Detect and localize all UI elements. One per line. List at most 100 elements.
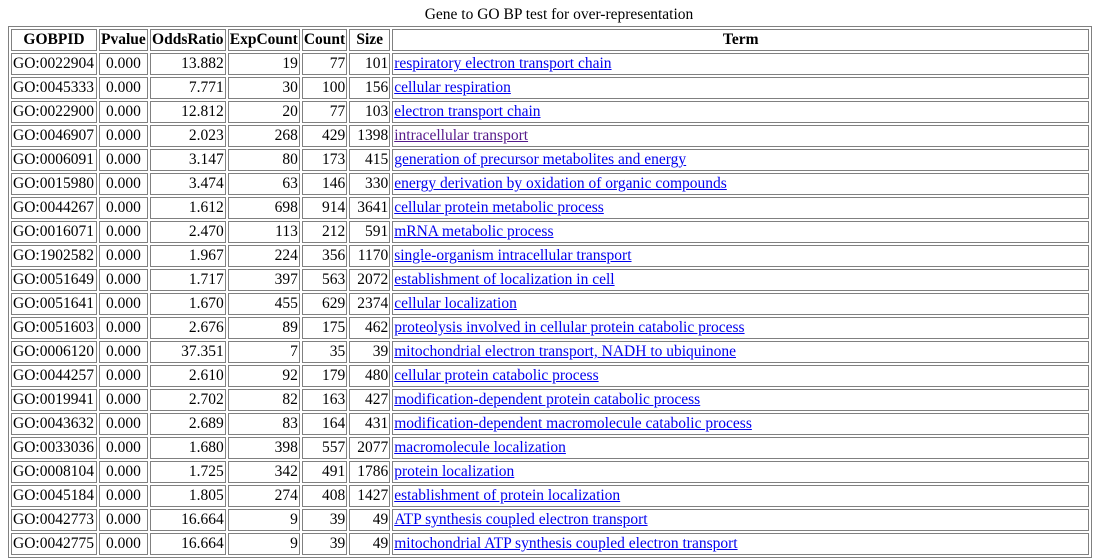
table-row: GO:1902582 0.000 1.967 224 356 1170 single-org… [11, 245, 1090, 267]
gobpid-cell: GO:0043632 [11, 413, 97, 435]
term-cell: cellular protein metabolic process [392, 197, 1090, 219]
size-cell: 101 [349, 53, 391, 75]
term-link[interactable]: electron transport chain [394, 103, 541, 120]
size-cell: 330 [349, 173, 391, 195]
expcount-cell: 455 [227, 293, 300, 315]
term-cell: ATP synthesis coupled electron transport [392, 509, 1090, 531]
term-link[interactable]: ATP synthesis coupled electron transport [394, 511, 648, 528]
count-cell: 408 [301, 485, 348, 507]
expcount-cell: 82 [227, 389, 300, 411]
term-link[interactable]: proteolysis involved in cellular protein… [394, 319, 745, 336]
count-cell: 39 [301, 533, 348, 555]
expcount-cell: 113 [227, 221, 300, 243]
term-cell: mitochondrial ATP synthesis coupled elec… [392, 533, 1090, 555]
term-link[interactable]: cellular protein catabolic process [394, 367, 599, 384]
count-cell: 35 [301, 341, 348, 363]
term-cell: single-organism intracellular transport [392, 245, 1090, 267]
size-cell: 462 [349, 317, 391, 339]
table-row: GO:0046907 0.000 2.023 268 429 1398 intracellu… [11, 125, 1090, 147]
term-link[interactable]: modification-dependent macromolecule cat… [394, 415, 752, 432]
table-row: GO:0006120 0.000 37.351 7 35 39 mitochondrial … [11, 341, 1090, 363]
term-cell: establishment of localization in cell [392, 269, 1090, 291]
table-row: GO:0042773 0.000 16.664 9 39 49 ATP synthesis … [11, 509, 1090, 531]
pvalue-cell: 0.000 [99, 485, 148, 507]
pvalue-cell: 0.000 [99, 53, 148, 75]
term-cell: mRNA metabolic process [392, 221, 1090, 243]
term-link[interactable]: respiratory electron transport chain [394, 55, 612, 72]
gobpid-cell: GO:0006120 [11, 341, 97, 363]
gobpid-cell: GO:0033036 [11, 437, 97, 459]
count-cell: 100 [301, 77, 348, 99]
pvalue-cell: 0.000 [99, 269, 148, 291]
term-link[interactable]: intracellular transport [394, 127, 529, 144]
gobpid-cell: GO:0008104 [11, 461, 97, 483]
term-link[interactable]: cellular protein metabolic process [394, 199, 604, 216]
term-link[interactable]: establishment of localization in cell [394, 271, 615, 288]
pvalue-cell: 0.000 [99, 341, 148, 363]
count-cell: 563 [301, 269, 348, 291]
table-row: GO:0051603 0.000 2.676 89 175 462 proteolysis … [11, 317, 1090, 339]
expcount-cell: 342 [227, 461, 300, 483]
expcount-cell: 224 [227, 245, 300, 267]
term-link[interactable]: mRNA metabolic process [394, 223, 554, 240]
term-link[interactable]: modification-dependent protein catabolic… [394, 391, 701, 408]
gobpid-cell: GO:0016071 [11, 221, 97, 243]
expcount-cell: 398 [227, 437, 300, 459]
term-cell: electron transport chain [392, 101, 1090, 123]
size-cell: 49 [349, 533, 391, 555]
size-cell: 49 [349, 509, 391, 531]
oddsratio-cell: 1.612 [149, 197, 226, 219]
pvalue-cell: 0.000 [99, 221, 148, 243]
pvalue-cell: 0.000 [99, 77, 148, 99]
count-cell: 175 [301, 317, 348, 339]
expcount-cell: 20 [227, 101, 300, 123]
term-link[interactable]: mitochondrial electron transport, NADH t… [394, 343, 736, 360]
term-link[interactable]: cellular respiration [394, 79, 511, 96]
term-link[interactable]: macromolecule localization [394, 439, 566, 456]
go-results-table: GOBPID Pvalue OddsRatio ExpCount Count S… [8, 26, 1093, 558]
size-cell: 1170 [349, 245, 391, 267]
size-cell: 39 [349, 341, 391, 363]
expcount-cell: 7 [227, 341, 300, 363]
oddsratio-cell: 2.023 [149, 125, 226, 147]
term-link[interactable]: energy derivation by oxidation of organi… [394, 175, 727, 192]
term-link[interactable]: mitochondrial ATP synthesis coupled elec… [394, 535, 738, 552]
term-cell: protein localization [392, 461, 1090, 483]
term-link[interactable]: generation of precursor metabolites and … [394, 151, 687, 168]
count-cell: 179 [301, 365, 348, 387]
size-cell: 1786 [349, 461, 391, 483]
oddsratio-cell: 1.967 [149, 245, 226, 267]
oddsratio-cell: 16.664 [149, 509, 226, 531]
term-link[interactable]: protein localization [394, 463, 515, 480]
table-row: GO:0045333 0.000 7.771 30 100 156 cellular res… [11, 77, 1090, 99]
term-link[interactable]: cellular localization [394, 295, 517, 312]
count-cell: 629 [301, 293, 348, 315]
gobpid-cell: GO:0051603 [11, 317, 97, 339]
pvalue-cell: 0.000 [99, 413, 148, 435]
pvalue-cell: 0.000 [99, 149, 148, 171]
header-expcount: ExpCount [227, 29, 300, 51]
term-cell: respiratory electron transport chain [392, 53, 1090, 75]
gobpid-cell: GO:0044257 [11, 365, 97, 387]
count-cell: 429 [301, 125, 348, 147]
gobpid-cell: GO:0051641 [11, 293, 97, 315]
gobpid-cell: GO:1902582 [11, 245, 97, 267]
oddsratio-cell: 3.474 [149, 173, 226, 195]
header-oddsratio: OddsRatio [149, 29, 226, 51]
table-row: GO:0044267 0.000 1.612 698 914 3641 cellular p… [11, 197, 1090, 219]
oddsratio-cell: 16.664 [149, 533, 226, 555]
size-cell: 1398 [349, 125, 391, 147]
term-cell: generation of precursor metabolites and … [392, 149, 1090, 171]
oddsratio-cell: 2.470 [149, 221, 226, 243]
gobpid-cell: GO:0044267 [11, 197, 97, 219]
term-link[interactable]: single-organism intracellular transport [394, 247, 632, 264]
table-row: GO:0022900 0.000 12.812 20 77 103 electron tra… [11, 101, 1090, 123]
count-cell: 173 [301, 149, 348, 171]
expcount-cell: 89 [227, 317, 300, 339]
gobpid-cell: GO:0045333 [11, 77, 97, 99]
gobpid-cell: GO:0022900 [11, 101, 97, 123]
term-link[interactable]: establishment of protein localization [394, 487, 621, 504]
gobpid-cell: GO:0042775 [11, 533, 97, 555]
size-cell: 415 [349, 149, 391, 171]
oddsratio-cell: 13.882 [149, 53, 226, 75]
